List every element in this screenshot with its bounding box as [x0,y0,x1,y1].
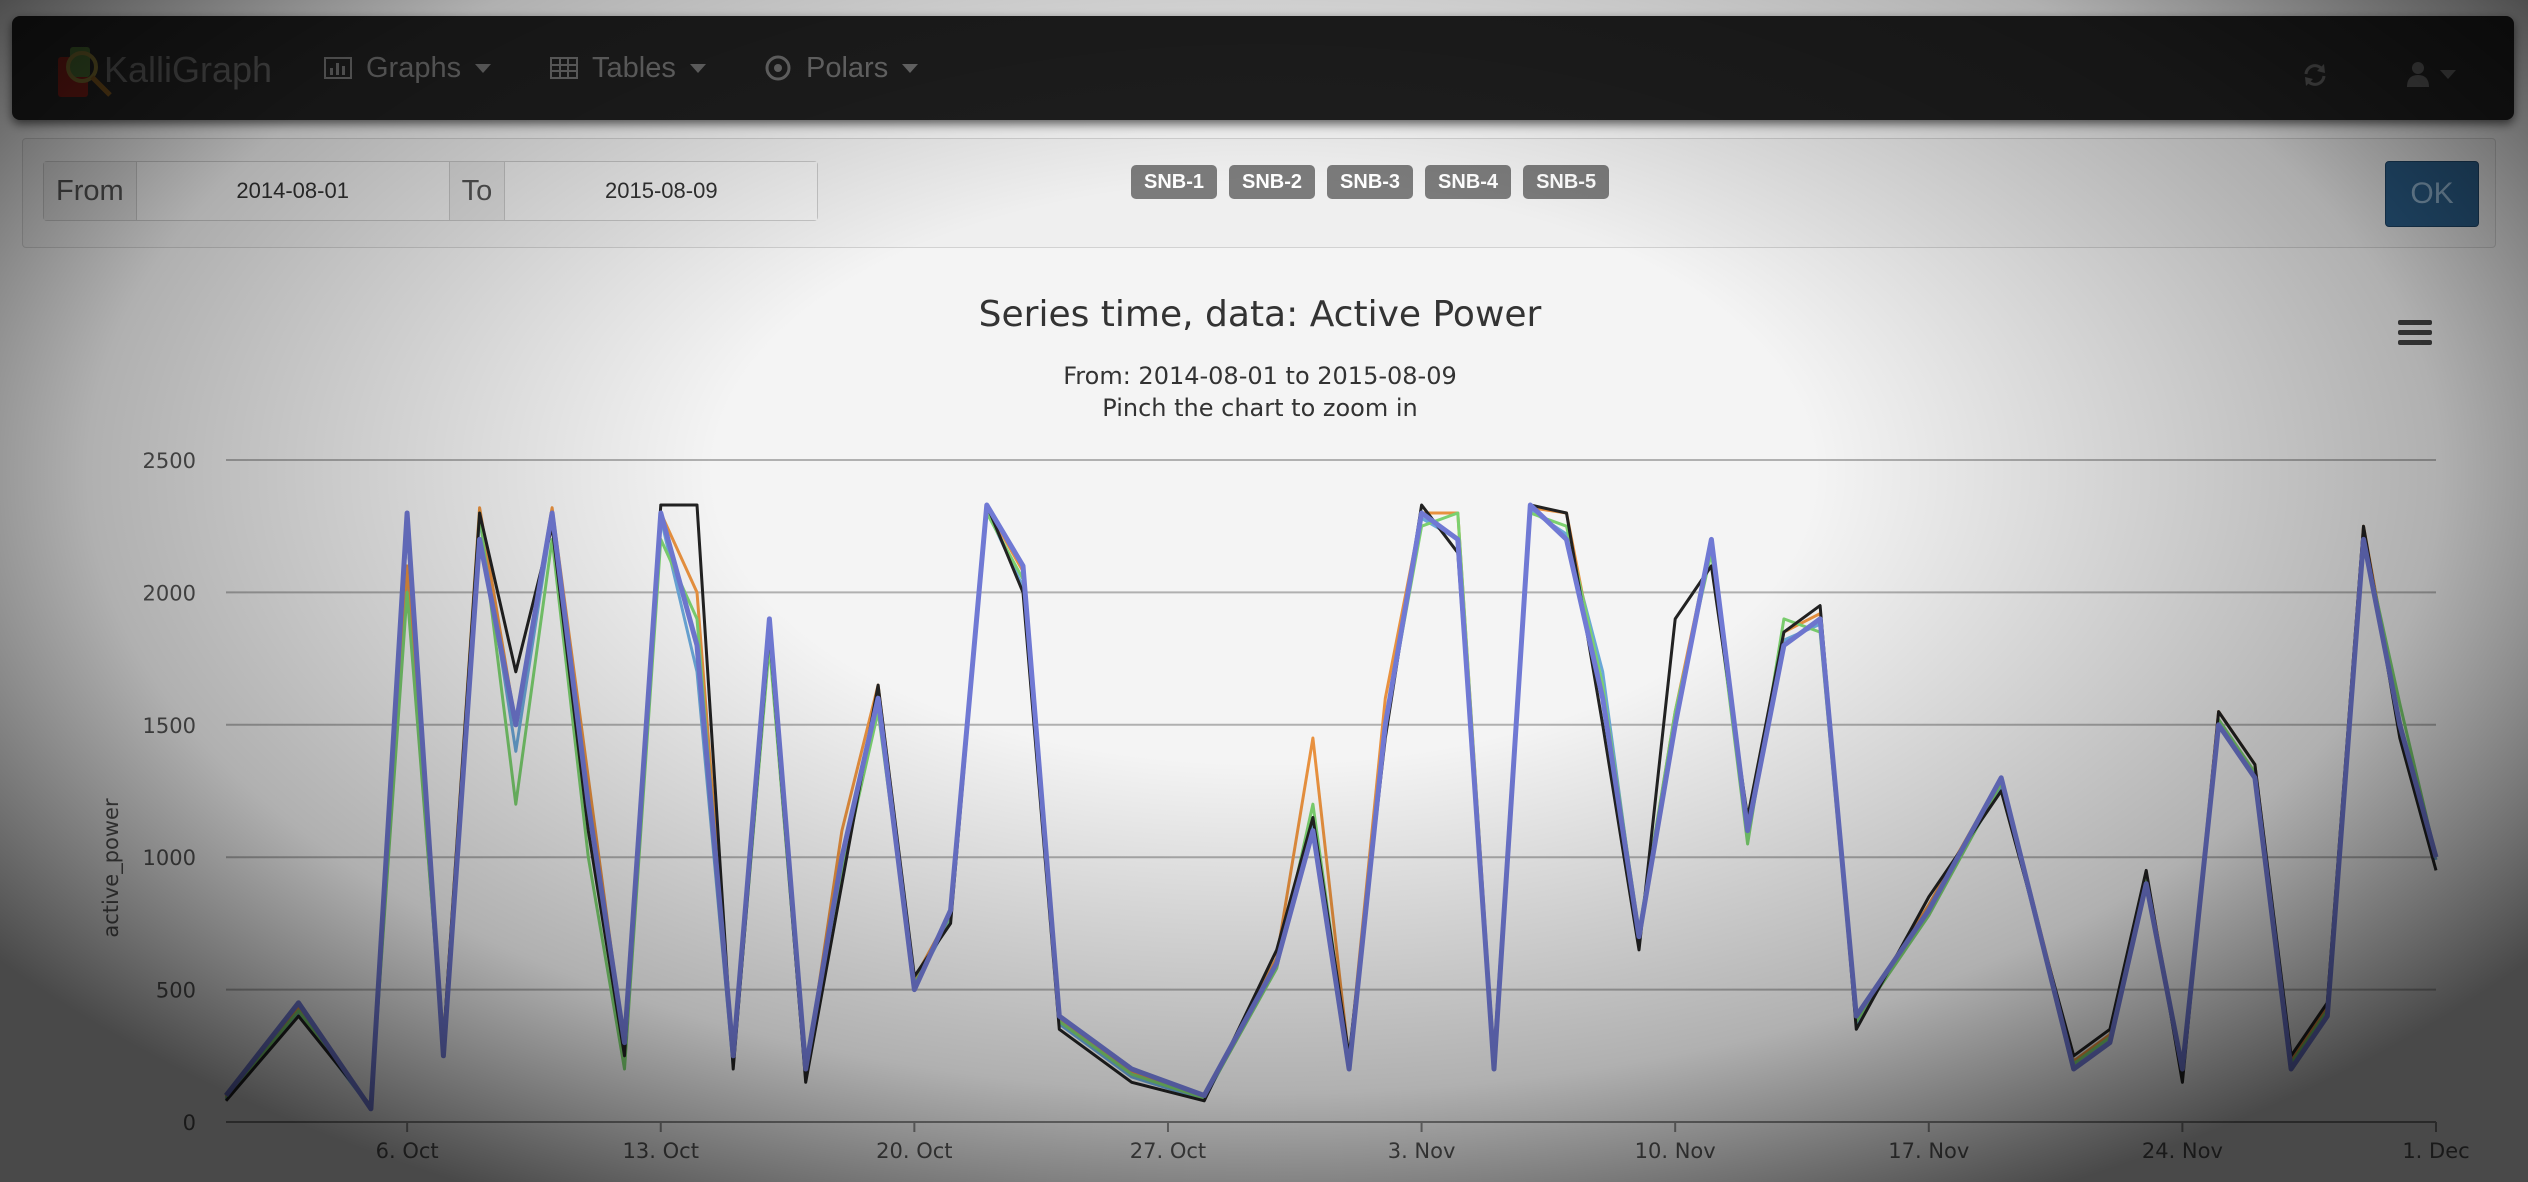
x-tick-label: 17. Nov [1888,1139,1969,1163]
chart-export-menu-button[interactable] [2398,318,2432,351]
date-range-group: From To [43,161,819,221]
nav-polars-label: Polars [806,51,889,84]
nav-graphs-dropdown[interactable]: Graphs [324,44,492,92]
x-tick-label: 27. Oct [1130,1139,1206,1163]
series-lines [224,502,2439,1112]
ok-button[interactable]: OK [2385,161,2479,227]
to-date-input[interactable] [505,162,818,220]
series-badges: SNB-1 SNB-2 SNB-3 SNB-4 SNB-5 [1131,165,1610,199]
target-icon [765,55,791,81]
chevron-down-icon [689,63,706,73]
y-axis-ticks: 0 500 1000 1500 2000 2500 [143,449,196,1135]
kalligraph-logo-icon [52,37,118,103]
nav-polars-dropdown[interactable]: Polars [764,44,919,92]
x-tick-label: 20. Oct [876,1139,952,1163]
y-tick-label: 2000 [143,581,196,605]
brand-name: KalliGraph [104,49,273,90]
y-tick-label: 0 [183,1111,196,1135]
y-axis-label: active_power [99,798,124,938]
series-line-3[interactable] [224,511,2438,1109]
series-line-5[interactable] [224,508,2438,1111]
y-tick-label: 1000 [143,846,196,870]
active-power-chart[interactable]: Series time, data: Active Power From: 20… [0,260,2528,1182]
x-tick-label: 24. Nov [2142,1139,2223,1163]
y-tick-label: 500 [156,979,196,1003]
chart-subtitle-line-2: Pinch the chart to zoom in [1102,394,1417,422]
x-tick-label: 6. Oct [376,1139,439,1163]
series-badge-snb-5[interactable]: SNB-5 [1523,165,1610,199]
series-badge-snb-1[interactable]: SNB-1 [1131,165,1218,199]
nav-graphs-label: Graphs [366,51,462,84]
date-filter-bar: From To SNB-1 SNB-2 SNB-3 SNB-4 SNB-5 OK [22,138,2496,248]
chevron-down-icon [475,63,492,73]
nav-tables-label: Tables [592,51,676,84]
y-tick-label: 1500 [143,714,196,738]
series-badge-snb-2[interactable]: SNB-2 [1229,165,1316,199]
user-icon [2407,62,2429,87]
user-menu-dropdown[interactable] [2406,60,2456,88]
chevron-down-icon [902,63,919,73]
x-axis-ticks: 6. Oct 13. Oct 20. Oct 27. Oct 3. Nov 10. Nov… [376,1122,2470,1163]
from-date-input[interactable] [136,162,449,220]
from-label: From [44,162,137,220]
y-tick-label: 2500 [143,449,196,473]
to-label: To [448,162,506,220]
navbar: KalliGraph Graphs Tables Polars [12,16,2514,120]
refresh-button[interactable] [2302,62,2328,93]
table-icon [550,57,578,79]
x-tick-label: 13. Oct [623,1139,699,1163]
hamburger-menu-icon [2398,320,2432,345]
nav-tables-dropdown[interactable]: Tables [550,44,706,92]
x-tick-label: 10. Nov [1635,1139,1716,1163]
series-badge-snb-4[interactable]: SNB-4 [1425,165,1512,199]
x-tick-label: 1. Dec [2402,1139,2469,1163]
series-badge-snb-3[interactable]: SNB-3 [1327,165,1414,199]
refresh-icon [2304,64,2326,86]
chart-subtitle-line-1: From: 2014-08-01 to 2015-08-09 [1063,362,1456,390]
chart-title: Series time, data: Active Power [979,294,1542,335]
brand[interactable]: KalliGraph [52,42,272,98]
x-tick-label: 3. Nov [1388,1139,1456,1163]
chevron-down-icon [2440,69,2456,79]
bar-chart-icon [324,57,352,79]
